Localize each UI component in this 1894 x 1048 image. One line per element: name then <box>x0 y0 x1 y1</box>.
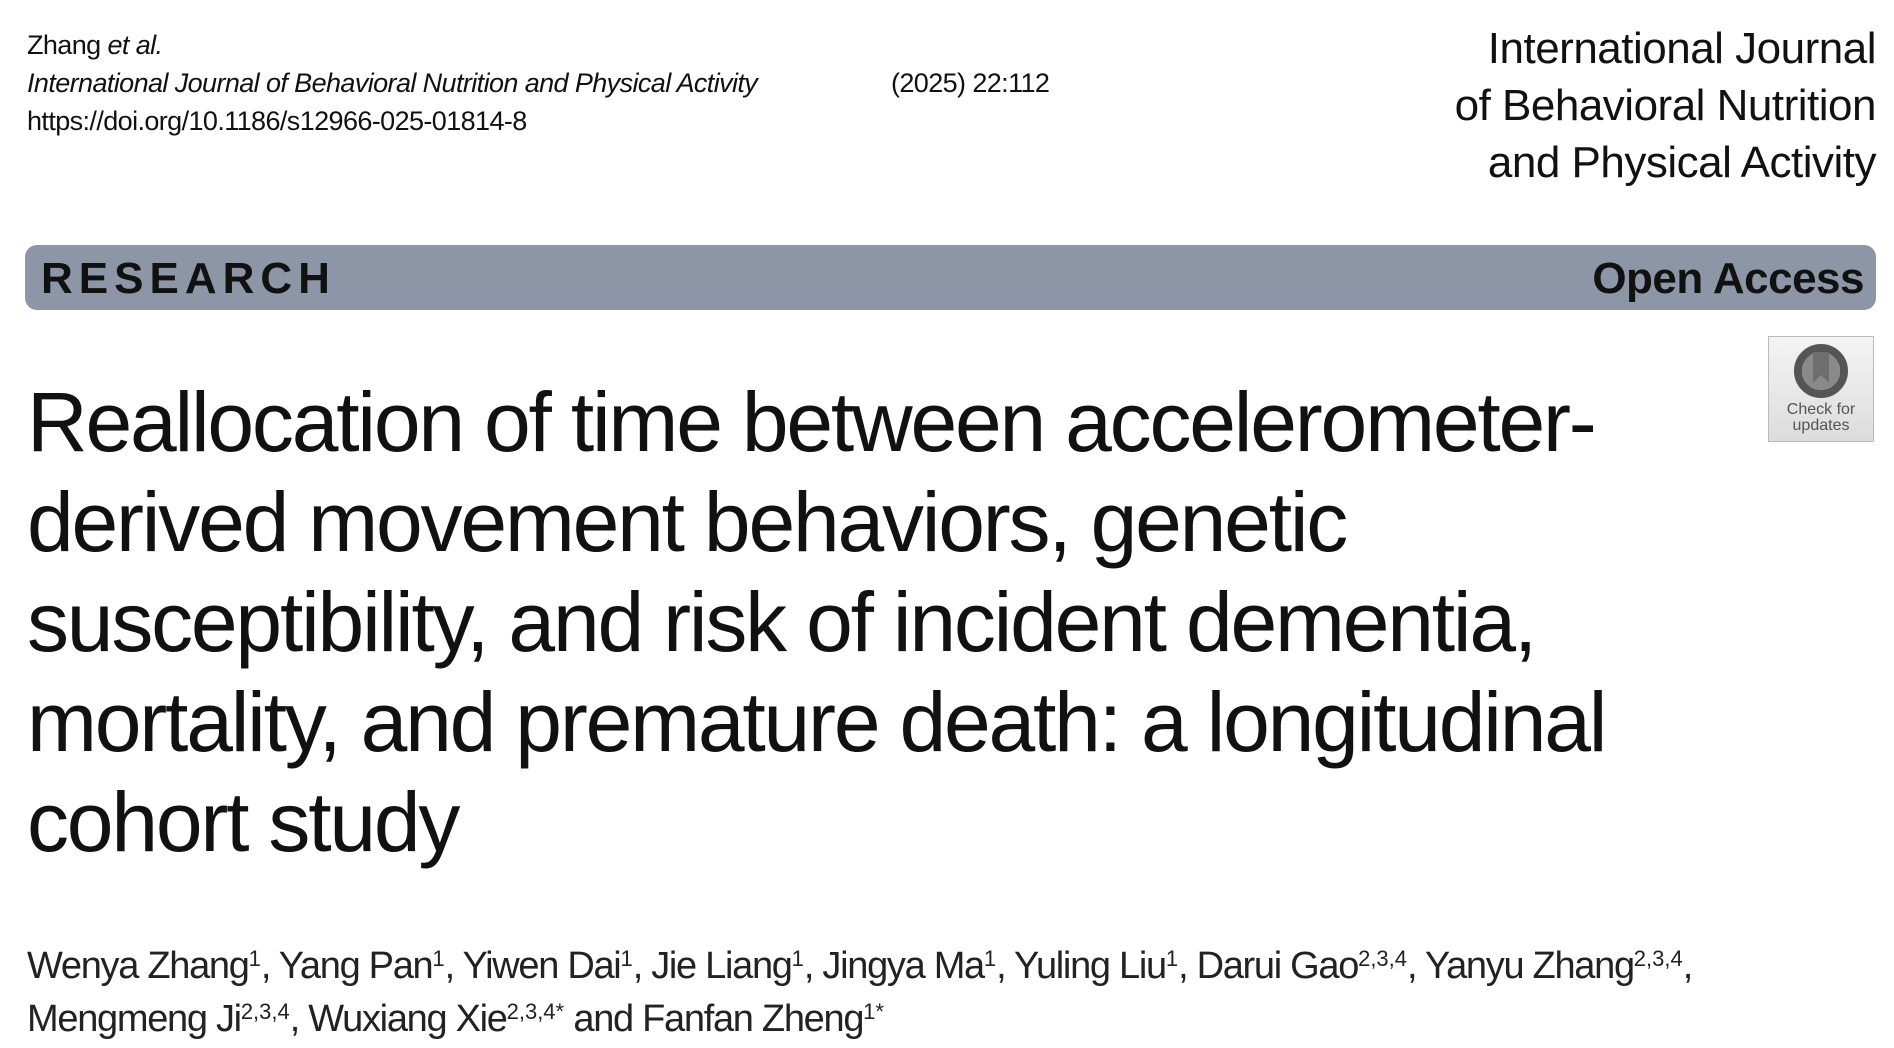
author-separator: , <box>803 945 823 987</box>
article-title: Reallocation of time between acceleromet… <box>27 372 1607 872</box>
author-affiliation[interactable]: 2,3,4 <box>240 999 290 1024</box>
author-affiliation[interactable]: 2,3,4 <box>1358 946 1408 971</box>
author-name[interactable]: Jingya Ma <box>822 945 985 987</box>
author-affiliation[interactable]: 1 <box>1165 946 1179 971</box>
author-name[interactable]: Yanyu Zhang <box>1424 945 1635 987</box>
volume-info: (2025) 22:112 <box>891 68 1050 98</box>
article-type: RESEARCH <box>41 254 336 303</box>
author-short: Zhang <box>27 30 101 60</box>
author-name[interactable]: Yuling Liu <box>1014 945 1167 987</box>
author-affiliation[interactable]: 1 <box>791 946 804 971</box>
journal-name: International Journal of Behavioral Nutr… <box>27 68 758 98</box>
author-separator: , <box>1407 945 1425 987</box>
doi-link[interactable]: https://doi.org/10.1186/s12966-025-01814… <box>27 106 527 136</box>
author-name[interactable]: Wenya Zhang <box>27 945 250 987</box>
title-line: derived movement behaviors, genetic <box>27 475 1348 569</box>
et-al: et al. <box>107 30 163 60</box>
author-affiliation[interactable]: 1 <box>432 946 445 971</box>
author-separator: , <box>289 998 309 1040</box>
author-name[interactable]: Jie Liang <box>651 945 793 987</box>
author-separator: , <box>1682 945 1694 987</box>
title-line: cohort study <box>27 775 460 869</box>
author-separator: , <box>632 945 652 987</box>
author-separator: , <box>1178 945 1197 987</box>
title-line: Reallocation of time between acceleromet… <box>27 375 1597 469</box>
journal-logo-line: and Physical Activity <box>1487 138 1877 187</box>
author-affiliation[interactable]: 2,3,4 <box>1633 946 1683 971</box>
author-list: Wenya Zhang1, Yang Pan1, Yiwen Dai1, Jie… <box>27 940 1827 1046</box>
check-for-updates-button[interactable]: Check for updates <box>1768 336 1874 442</box>
author-affiliation[interactable]: 1 <box>620 946 633 971</box>
author-separator: , <box>260 945 279 987</box>
author-affiliation[interactable]: 1 <box>983 946 997 971</box>
journal-logo-line: of Behavioral Nutrition <box>1454 81 1877 130</box>
author-name[interactable]: Wuxiang Xie <box>308 998 508 1040</box>
open-access-label: Open Access <box>1592 254 1864 303</box>
author-name[interactable]: Darui Gao <box>1196 945 1360 987</box>
author-name[interactable]: Yang Pan <box>278 945 434 987</box>
citation-header: Zhang et al. International Journal of Be… <box>27 26 1050 140</box>
author-name[interactable]: Mengmeng Ji <box>27 998 242 1040</box>
bookmark-circle-icon <box>1794 344 1848 398</box>
author-separator: , <box>444 945 463 987</box>
badge-text: Check for updates <box>1786 401 1856 434</box>
author-separator: and <box>564 998 643 1040</box>
title-line: susceptibility, and risk of incident dem… <box>27 575 1537 669</box>
author-name[interactable]: Fanfan Zheng <box>642 998 864 1040</box>
author-affiliation[interactable]: 1* <box>863 999 884 1024</box>
author-affiliation[interactable]: 2,3,4* <box>506 999 565 1024</box>
author-name[interactable]: Yiwen Dai <box>462 945 621 987</box>
author-separator: , <box>996 945 1014 987</box>
journal-logo-line: International Journal <box>1487 24 1877 73</box>
journal-logo-text: International Journal of Behavioral Nutr… <box>1454 20 1877 191</box>
title-line: mortality, and premature death: a longit… <box>27 675 1607 769</box>
author-affiliation[interactable]: 1 <box>248 946 261 971</box>
article-type-banner: RESEARCH Open Access <box>25 245 1876 310</box>
